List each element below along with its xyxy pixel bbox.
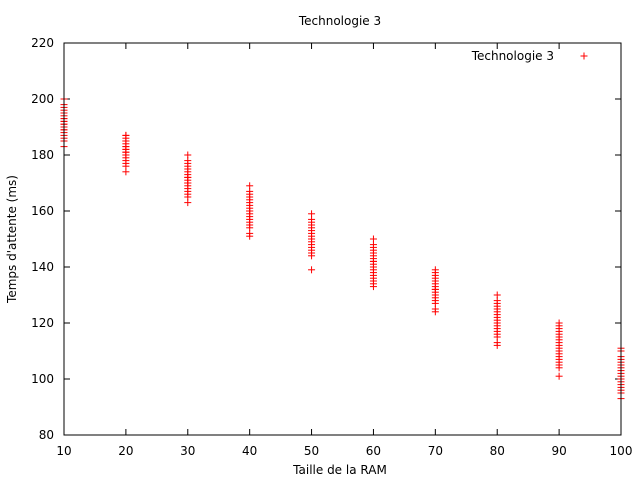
legend-marker <box>580 52 588 60</box>
data-point <box>246 182 254 190</box>
x-tick-label: 20 <box>118 444 133 458</box>
y-tick-label: 180 <box>31 148 54 162</box>
legend: Technologie 3 <box>471 49 588 63</box>
x-tick-label: 80 <box>490 444 505 458</box>
x-tick-label: 70 <box>428 444 443 458</box>
data-point <box>555 319 563 327</box>
data-point <box>493 291 501 299</box>
plot-frame <box>63 42 622 436</box>
y-tick-label: 120 <box>31 316 54 330</box>
data-point <box>122 131 130 139</box>
points-layer <box>60 95 625 403</box>
data-point <box>431 266 439 274</box>
y-tick-label: 140 <box>31 260 54 274</box>
data-point <box>308 266 316 274</box>
y-tick-label: 220 <box>31 36 54 50</box>
y-tick-label: 160 <box>31 204 54 218</box>
x-tick-label: 10 <box>56 444 71 458</box>
legend-marker-plus <box>580 52 588 60</box>
x-tick-label: 30 <box>180 444 195 458</box>
data-point <box>555 372 563 380</box>
chart-title: Technologie 3 <box>298 14 381 28</box>
x-tick-label: 90 <box>551 444 566 458</box>
data-point <box>308 210 316 218</box>
x-tick-label: 100 <box>610 444 633 458</box>
x-tick-label: 50 <box>304 444 319 458</box>
legend-label: Technologie 3 <box>471 49 554 63</box>
x-tick-label: 60 <box>366 444 381 458</box>
x-tick-label: 40 <box>242 444 257 458</box>
y-axis-label: Temps d'attente (ms) <box>5 175 19 304</box>
y-tick-label: 200 <box>31 92 54 106</box>
y-tick-label: 100 <box>31 372 54 386</box>
x-axis-label: Taille de la RAM <box>292 463 387 477</box>
data-point <box>369 235 377 243</box>
ticks-layer: 10 20 30 40 50 60 70 80 90 100 80 100 120 140 160 180 20… <box>31 36 632 458</box>
data-point <box>184 151 192 159</box>
y-tick-label: 80 <box>39 428 54 442</box>
